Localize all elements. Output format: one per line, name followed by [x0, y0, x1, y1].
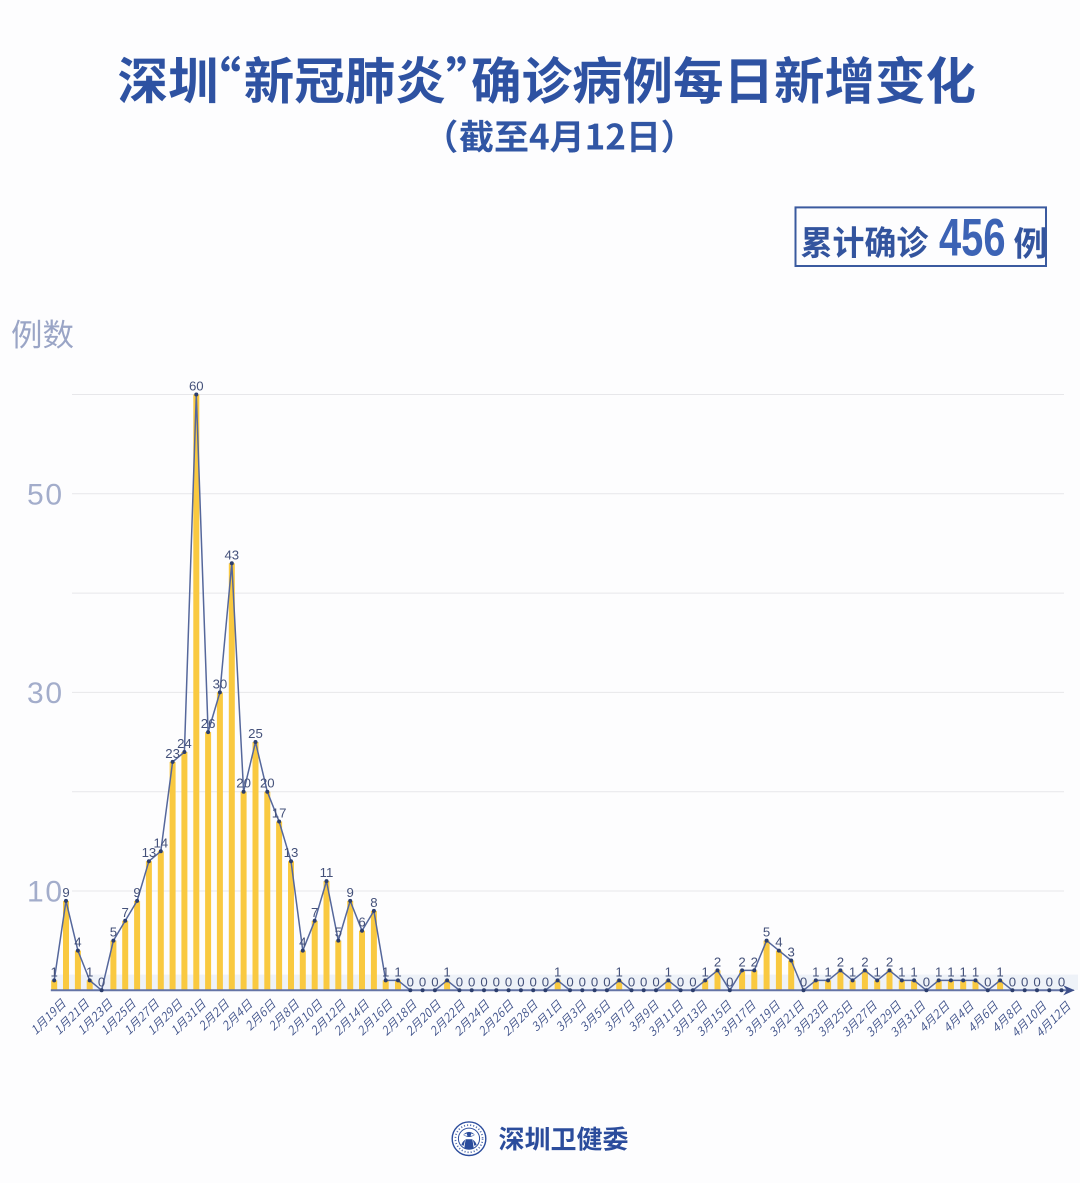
- svg-text:10: 10: [27, 876, 62, 909]
- svg-text:1: 1: [960, 964, 967, 979]
- svg-text:30: 30: [27, 677, 62, 710]
- svg-text:0: 0: [603, 974, 610, 989]
- svg-text:0: 0: [640, 974, 647, 989]
- svg-text:1: 1: [849, 964, 856, 979]
- svg-text:14: 14: [153, 835, 168, 850]
- svg-text:6: 6: [358, 915, 365, 930]
- svg-text:4: 4: [74, 935, 81, 950]
- svg-text:0: 0: [923, 974, 930, 989]
- svg-text:0: 0: [726, 974, 733, 989]
- svg-text:30: 30: [213, 676, 228, 691]
- svg-text:1: 1: [898, 964, 905, 979]
- svg-text:9: 9: [62, 885, 69, 900]
- svg-text:2: 2: [751, 954, 758, 969]
- svg-text:0: 0: [800, 974, 807, 989]
- svg-text:20: 20: [236, 776, 251, 791]
- svg-text:0: 0: [1021, 974, 1028, 989]
- svg-text:1: 1: [972, 964, 979, 979]
- svg-text:0: 0: [1009, 974, 1016, 989]
- svg-text:0: 0: [542, 974, 549, 989]
- svg-text:5: 5: [335, 925, 342, 940]
- svg-text:1: 1: [665, 964, 672, 979]
- svg-text:0: 0: [419, 974, 426, 989]
- svg-text:20: 20: [260, 776, 275, 791]
- svg-text:1: 1: [382, 964, 389, 979]
- svg-text:50: 50: [27, 478, 62, 511]
- svg-text:0: 0: [480, 974, 487, 989]
- svg-text:1: 1: [86, 964, 93, 979]
- svg-text:0: 0: [98, 974, 105, 989]
- svg-text:13: 13: [142, 845, 157, 860]
- svg-text:5: 5: [110, 925, 117, 940]
- svg-text:17: 17: [272, 806, 287, 821]
- svg-text:0: 0: [677, 974, 684, 989]
- svg-text:0: 0: [591, 974, 598, 989]
- svg-text:0: 0: [456, 974, 463, 989]
- svg-text:5: 5: [763, 925, 770, 940]
- svg-text:2: 2: [861, 954, 868, 969]
- svg-text:2: 2: [738, 954, 745, 969]
- svg-text:1: 1: [874, 964, 881, 979]
- svg-text:0: 0: [468, 974, 475, 989]
- svg-text:23: 23: [165, 746, 180, 761]
- svg-text:1: 1: [824, 964, 831, 979]
- svg-text:7: 7: [122, 905, 129, 920]
- svg-text:2: 2: [886, 954, 893, 969]
- svg-text:1: 1: [812, 964, 819, 979]
- svg-text:43: 43: [224, 547, 239, 562]
- svg-text:1: 1: [702, 964, 709, 979]
- svg-text:2: 2: [837, 954, 844, 969]
- svg-text:9: 9: [133, 885, 140, 900]
- svg-text:0: 0: [984, 974, 991, 989]
- svg-text:0: 0: [1033, 974, 1040, 989]
- svg-text:9: 9: [347, 885, 354, 900]
- svg-text:13: 13: [284, 845, 299, 860]
- svg-text:0: 0: [628, 974, 635, 989]
- svg-text:2: 2: [714, 954, 721, 969]
- svg-text:0: 0: [579, 974, 586, 989]
- svg-text:8: 8: [370, 895, 377, 910]
- svg-text:1: 1: [616, 964, 623, 979]
- svg-text:4: 4: [775, 935, 782, 950]
- svg-text:24: 24: [177, 736, 192, 751]
- svg-text:456: 456: [939, 209, 1006, 268]
- svg-text:0: 0: [1058, 974, 1065, 989]
- svg-text:0: 0: [505, 974, 512, 989]
- svg-text:1: 1: [947, 964, 954, 979]
- svg-text:25: 25: [248, 726, 263, 741]
- svg-text:1: 1: [910, 964, 917, 979]
- svg-text:7: 7: [311, 905, 318, 920]
- svg-text:0: 0: [493, 974, 500, 989]
- svg-text:0: 0: [566, 974, 573, 989]
- svg-text:11: 11: [320, 865, 334, 880]
- svg-text:4: 4: [299, 935, 306, 950]
- svg-text:0: 0: [689, 974, 696, 989]
- svg-text:1: 1: [51, 964, 58, 979]
- svg-text:0: 0: [652, 974, 659, 989]
- svg-text:1: 1: [394, 964, 401, 979]
- svg-text:1: 1: [443, 964, 450, 979]
- svg-text:0: 0: [431, 974, 438, 989]
- svg-text:1: 1: [554, 964, 561, 979]
- svg-text:60: 60: [189, 379, 204, 394]
- svg-text:1: 1: [935, 964, 942, 979]
- svg-text:26: 26: [201, 716, 216, 731]
- svg-text:0: 0: [407, 974, 414, 989]
- svg-text:0: 0: [530, 974, 537, 989]
- svg-text:1: 1: [996, 964, 1003, 979]
- svg-text:3: 3: [788, 945, 795, 960]
- svg-text:0: 0: [517, 974, 524, 989]
- svg-text:0: 0: [1046, 974, 1053, 989]
